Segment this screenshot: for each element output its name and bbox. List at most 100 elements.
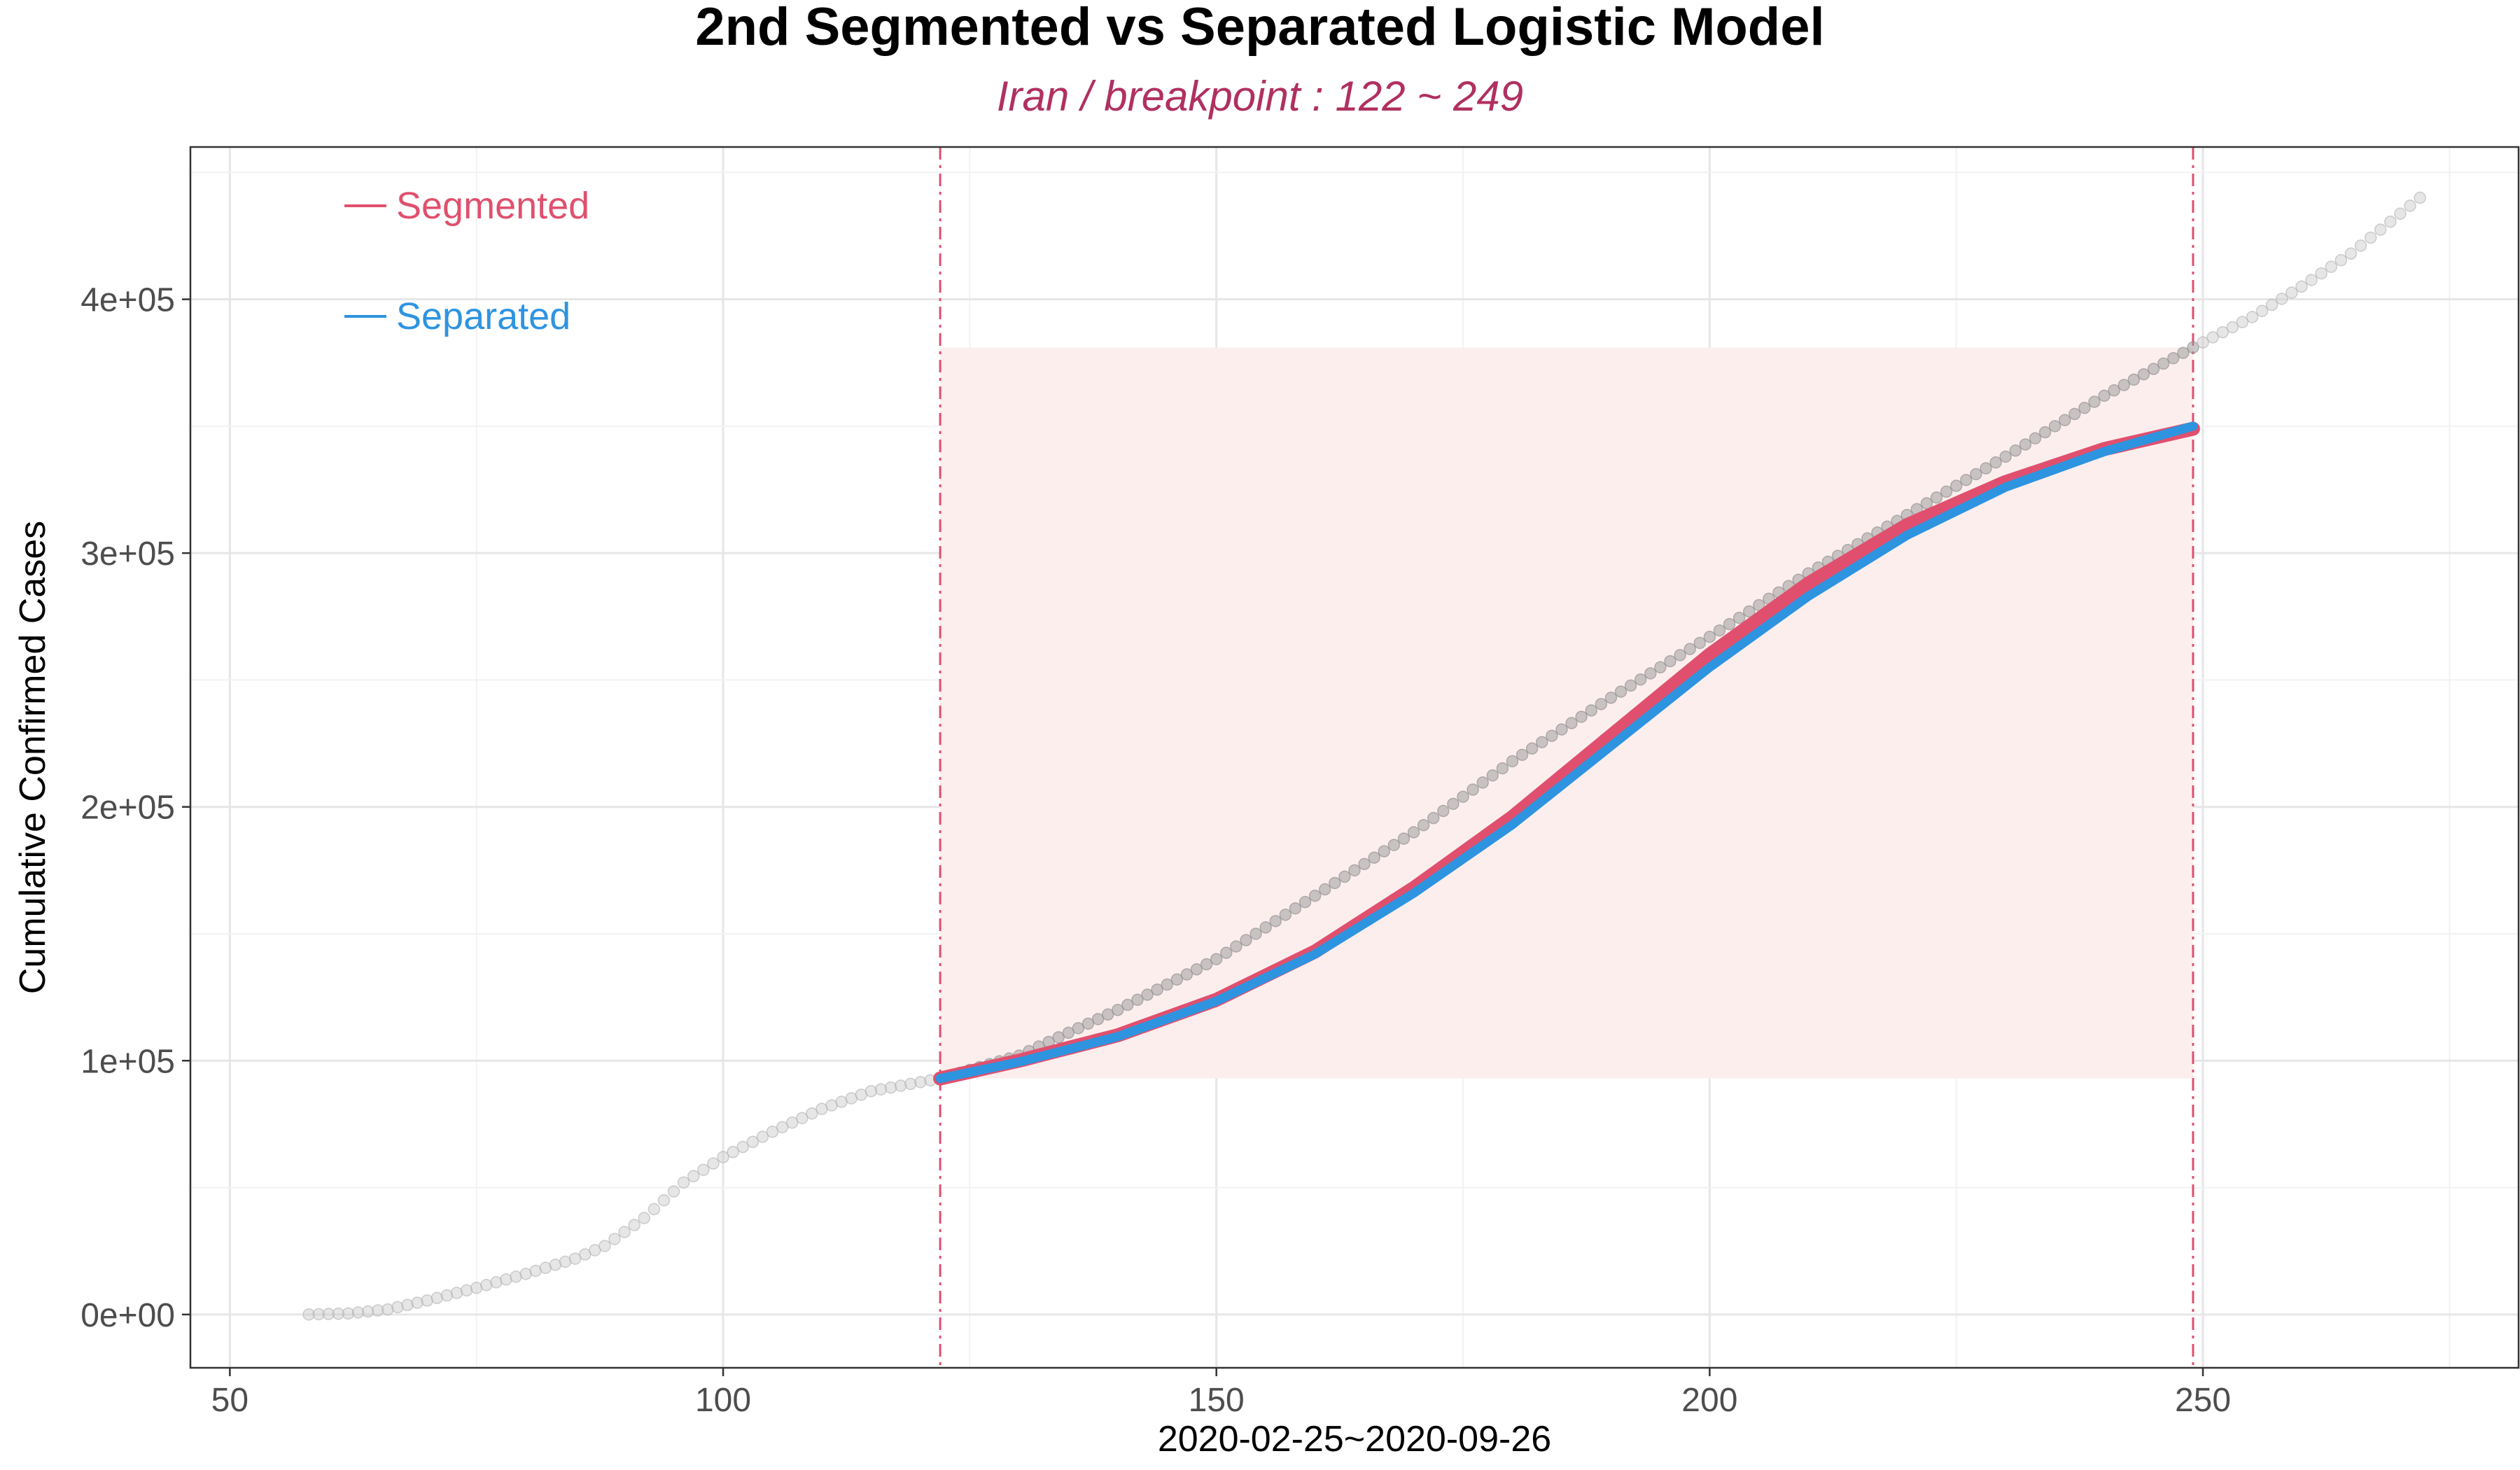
observed-point xyxy=(1259,921,1272,934)
observed-point xyxy=(430,1292,444,1305)
observed-point xyxy=(697,1163,710,1176)
observed-point xyxy=(1555,723,1568,736)
observed-point xyxy=(717,1151,729,1163)
legend: Segmented Separated xyxy=(344,185,589,337)
series-line-separated xyxy=(935,421,2198,1084)
observed-point xyxy=(1664,654,1676,668)
observed-point xyxy=(2177,346,2190,359)
observed-point xyxy=(1575,710,1588,723)
observed-point xyxy=(1230,940,1242,953)
observed-point xyxy=(914,1076,927,1088)
chart-title: 2nd Segmented vs Separated Logistic Mode… xyxy=(695,0,1824,57)
observed-point xyxy=(332,1308,345,1320)
observed-point xyxy=(1437,804,1450,818)
observed-point xyxy=(2058,414,2071,426)
observed-point xyxy=(2236,316,2249,328)
observed-point xyxy=(1466,783,1479,796)
observed-point xyxy=(2364,231,2377,244)
observed-point xyxy=(1565,717,1578,729)
observed-point xyxy=(1525,742,1539,755)
observed-point xyxy=(1703,631,1716,643)
observed-point xyxy=(1121,998,1134,1011)
observed-point xyxy=(1250,927,1262,940)
observed-point xyxy=(2068,407,2081,421)
observed-point xyxy=(1585,704,1597,717)
observed-point xyxy=(1279,909,1292,921)
observed-point xyxy=(1634,673,1647,686)
observed-point xyxy=(2216,326,2229,339)
observed-point xyxy=(677,1176,690,1189)
observed-point xyxy=(608,1233,621,1245)
observed-point xyxy=(1732,611,1746,624)
chart-subtitle: Iran / breakpoint : 122 ~ 249 xyxy=(997,73,1523,120)
observed-point xyxy=(638,1212,651,1224)
observed-point xyxy=(1427,811,1440,825)
observed-point xyxy=(1723,617,1736,631)
observed-point xyxy=(1397,832,1410,845)
observed-point xyxy=(1161,978,1173,991)
x-axis-title: 2020-02-25~2020-09-26 xyxy=(1158,1419,1551,1460)
observed-point xyxy=(1358,858,1371,871)
observed-point xyxy=(2246,311,2259,323)
observed-point xyxy=(1200,958,1213,971)
observed-point xyxy=(2374,223,2387,236)
observed-point xyxy=(904,1077,917,1091)
observed-point xyxy=(1644,667,1657,680)
observed-point xyxy=(1308,889,1322,902)
observed-point xyxy=(2206,331,2219,344)
observed-point xyxy=(382,1303,394,1316)
observed-point xyxy=(1091,1013,1105,1026)
observed-point xyxy=(1654,661,1667,674)
observed-point xyxy=(2157,357,2170,370)
observed-point xyxy=(322,1308,335,1320)
observed-point xyxy=(746,1135,760,1149)
observed-point xyxy=(2137,368,2150,381)
observed-point xyxy=(2029,432,2042,444)
observed-point xyxy=(796,1112,808,1124)
observed-point xyxy=(1210,953,1223,965)
observed-point xyxy=(1693,636,1707,650)
observed-point xyxy=(1999,450,2012,463)
observed-point xyxy=(1476,776,1489,789)
observed-point xyxy=(1338,870,1351,883)
observed-point xyxy=(1387,839,1401,851)
x-tick-label: 50 xyxy=(211,1382,248,1419)
observed-point xyxy=(1624,679,1637,692)
observed-point xyxy=(1348,864,1361,877)
observed-point xyxy=(2147,363,2160,375)
observed-point xyxy=(874,1083,888,1096)
y-tick-label: 3e+05 xyxy=(80,536,175,573)
x-tick-label: 200 xyxy=(1681,1382,1737,1419)
observed-point xyxy=(785,1116,799,1129)
observed-point xyxy=(1614,685,1628,698)
observed-point xyxy=(707,1157,720,1170)
observed-point xyxy=(1141,988,1154,1001)
observed-point xyxy=(1604,692,1618,704)
observed-point xyxy=(2354,239,2367,252)
observed-point xyxy=(2048,420,2062,433)
observed-point xyxy=(1072,1022,1085,1035)
observed-point xyxy=(2197,336,2209,349)
observed-point xyxy=(2344,247,2358,260)
observed-point xyxy=(2334,253,2348,267)
observed-point xyxy=(2098,389,2110,402)
observed-point xyxy=(372,1304,384,1317)
observed-point xyxy=(1457,790,1469,803)
observed-point xyxy=(2166,351,2180,365)
observed-point xyxy=(1220,946,1233,959)
observed-point xyxy=(1329,876,1341,890)
observed-point xyxy=(2226,321,2239,334)
observed-point xyxy=(1062,1026,1075,1040)
y-axis-ticks: 0e+00 1e+05 2e+05 3e+05 4e+05 xyxy=(80,282,190,1334)
breakpoint-lines xyxy=(939,147,2194,1368)
observed-point xyxy=(2118,379,2131,391)
observed-point xyxy=(1052,1031,1065,1044)
observed-point xyxy=(1713,624,1726,637)
observed-point xyxy=(1407,826,1420,839)
observed-point xyxy=(2187,341,2199,354)
observed-point xyxy=(1496,762,1509,775)
observed-point xyxy=(2414,191,2426,204)
observed-point xyxy=(687,1170,700,1183)
observed-point xyxy=(2265,298,2278,312)
